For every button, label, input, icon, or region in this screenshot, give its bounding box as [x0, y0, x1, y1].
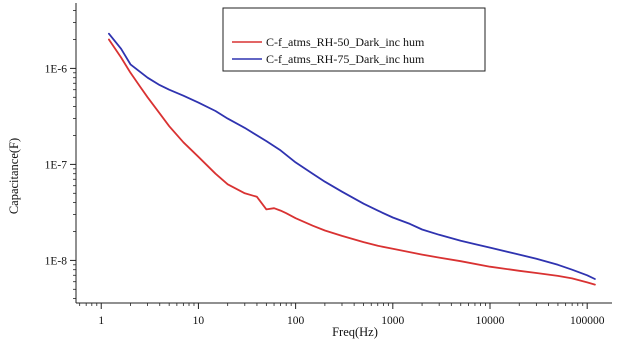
y-tick-label: 1E-6 — [45, 63, 68, 75]
plot-lines — [108, 32, 596, 286]
series-line-rh75 — [108, 32, 596, 280]
x-tick-label: 10 — [193, 315, 205, 327]
x-tick-label: 1 — [98, 315, 104, 327]
x-tick-label: 100 — [287, 315, 305, 327]
y-axis-title: Capacitance(F) — [7, 138, 21, 214]
x-axis-title: Freq(Hz) — [332, 325, 378, 339]
tick-labels: 1 10 100 1000 10000 100000 1E-8 1E-7 1E-6 — [45, 63, 605, 327]
x-tick-label: 1000 — [381, 315, 404, 327]
legend-label-rh50: C-f_atms_RH-50_Dark_inc hum — [266, 35, 425, 49]
axes — [70, 3, 612, 309]
x-tick-label: 100000 — [570, 315, 605, 327]
legend-box — [222, 7, 486, 72]
legend-label-rh75: C-f_atms_RH-75_Dark_inc hum — [266, 52, 425, 66]
legend: C-f_atms_RH-50_Dark_inc hum C-f_atms_RH-… — [222, 7, 486, 72]
x-tick-label: 10000 — [476, 315, 505, 327]
y-tick-label: 1E-8 — [45, 255, 68, 267]
y-tick-label: 1E-7 — [45, 159, 68, 171]
series-line-rh50 — [108, 38, 596, 286]
